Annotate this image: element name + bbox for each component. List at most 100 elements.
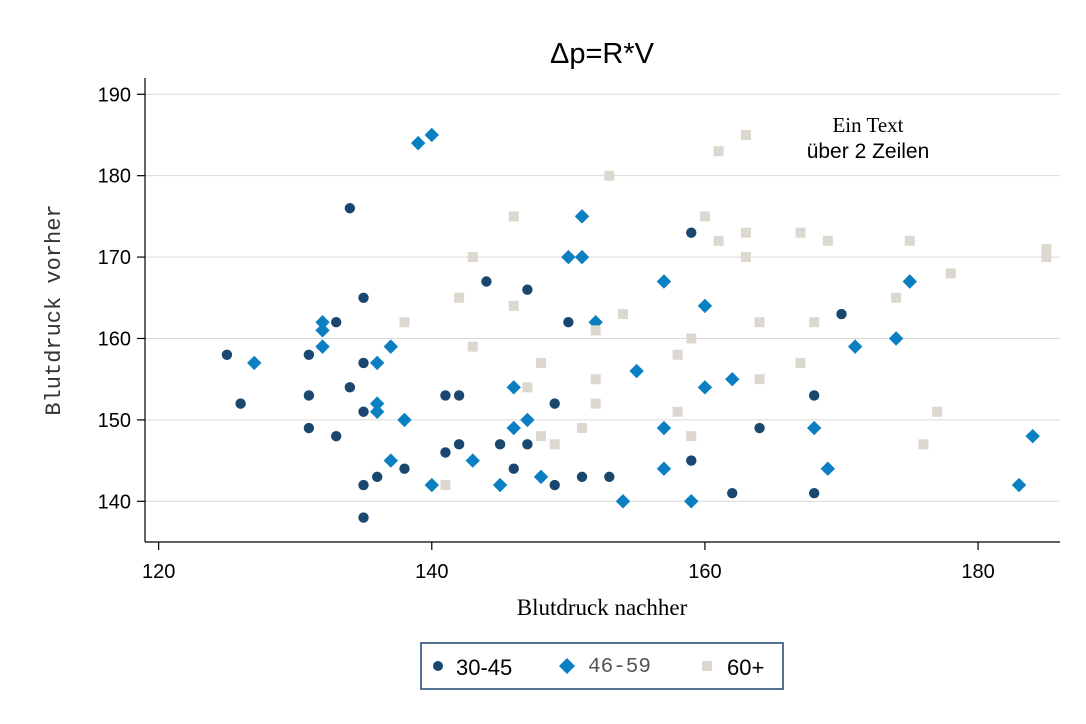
point-60plus xyxy=(945,268,956,279)
point-46-59 xyxy=(465,453,480,468)
point-60plus xyxy=(740,129,751,140)
point-46-59 xyxy=(397,412,412,428)
point-30-45 xyxy=(481,276,492,287)
point-30-45 xyxy=(344,382,356,393)
point-60plus xyxy=(522,382,533,393)
point-46-59 xyxy=(574,209,590,224)
point-46-59 xyxy=(806,420,822,436)
point-60plus xyxy=(699,211,710,222)
legend-label-60plus: 60+ xyxy=(727,655,764,680)
point-60plus xyxy=(604,170,615,181)
point-60plus xyxy=(467,252,478,263)
point-30-45 xyxy=(330,430,342,442)
point-60plus xyxy=(508,300,519,311)
point-30-45 xyxy=(440,390,451,401)
x-tick-label: 180 xyxy=(961,561,994,583)
point-46-59 xyxy=(369,355,385,371)
legend: 30-45 46-59 60+ xyxy=(420,642,784,690)
x-tick-label: 160 xyxy=(688,561,721,583)
point-46-59 xyxy=(492,477,508,493)
point-60plus xyxy=(440,480,451,491)
point-46-59 xyxy=(574,249,590,265)
point-46-59 xyxy=(247,355,262,371)
point-46-59 xyxy=(561,249,576,265)
point-60plus xyxy=(536,431,547,442)
point-30-45 xyxy=(330,317,342,328)
point-30-45 xyxy=(358,479,369,491)
point-30-45 xyxy=(549,398,560,409)
point-60plus xyxy=(590,398,601,409)
point-30-45 xyxy=(727,487,738,499)
point-46-59 xyxy=(383,453,399,468)
legend-marker-60plus xyxy=(702,661,712,671)
point-30-45 xyxy=(686,455,697,466)
point-30-45 xyxy=(563,317,574,328)
point-30-45 xyxy=(686,227,697,238)
point-60plus xyxy=(904,235,915,246)
point-30-45 xyxy=(235,398,246,409)
point-46-59 xyxy=(697,298,713,314)
point-30-45 xyxy=(440,447,451,458)
point-60plus xyxy=(713,146,724,157)
point-30-45 xyxy=(808,487,820,499)
point-60plus xyxy=(1041,243,1052,254)
point-46-59 xyxy=(369,396,385,411)
point-30-45 xyxy=(549,479,560,491)
point-46-59 xyxy=(506,380,521,395)
point-30-45 xyxy=(358,512,369,523)
point-30-45 xyxy=(371,471,383,483)
x-axis-label: Blutdruck nachher xyxy=(517,595,688,620)
point-60plus xyxy=(822,235,833,246)
point-60plus xyxy=(686,333,697,344)
annotation-line-2: über 2 Zeilen xyxy=(807,140,930,163)
point-46-59 xyxy=(847,339,863,354)
point-46-59 xyxy=(629,363,644,379)
point-60plus xyxy=(672,406,683,417)
point-46-59 xyxy=(656,420,672,436)
point-46-59 xyxy=(520,412,535,428)
point-30-45 xyxy=(358,406,369,417)
point-46-59 xyxy=(315,339,330,354)
point-60plus xyxy=(590,374,601,385)
point-60plus xyxy=(891,292,902,303)
point-60plus xyxy=(672,349,683,360)
point-60plus xyxy=(918,439,929,450)
y-tick-label: 140 xyxy=(98,491,131,513)
x-tick-label: 120 xyxy=(142,561,175,583)
point-60plus xyxy=(740,227,751,238)
point-60plus xyxy=(590,325,601,336)
legend-box xyxy=(420,642,784,690)
point-46-59 xyxy=(902,274,917,289)
x-tick-label: 140 xyxy=(415,561,448,583)
point-46-59 xyxy=(1011,477,1027,493)
data-points xyxy=(221,127,1052,523)
axes: 140 150 160 170 180 190 120 140 160 180 xyxy=(98,78,1060,583)
point-30-45 xyxy=(576,471,588,483)
point-30-45 xyxy=(344,203,356,214)
point-60plus xyxy=(795,227,806,238)
point-30-45 xyxy=(508,463,519,474)
legend-label-30-45: 30-45 xyxy=(456,655,512,680)
point-60plus xyxy=(617,309,628,320)
point-30-45 xyxy=(836,308,847,320)
y-axis-label: Blutdruck vorher xyxy=(42,204,67,415)
legend-marker-46-59 xyxy=(559,658,575,674)
point-60plus xyxy=(549,439,560,450)
point-30-45 xyxy=(399,463,410,474)
point-30-45 xyxy=(522,439,533,450)
point-30-45 xyxy=(808,390,820,401)
point-60plus xyxy=(754,374,765,385)
point-60plus xyxy=(713,235,724,246)
point-46-59 xyxy=(410,135,426,151)
point-60plus xyxy=(467,341,478,352)
point-46-59 xyxy=(424,477,439,493)
y-tick-label: 180 xyxy=(98,166,131,188)
point-60plus xyxy=(399,317,410,328)
point-30-45 xyxy=(303,390,315,401)
point-46-59 xyxy=(383,339,399,354)
y-tick-label: 190 xyxy=(98,84,131,106)
y-tick-label: 150 xyxy=(98,410,131,432)
point-30-45 xyxy=(754,422,765,434)
annotation-line-1: Ein Text xyxy=(832,113,903,137)
